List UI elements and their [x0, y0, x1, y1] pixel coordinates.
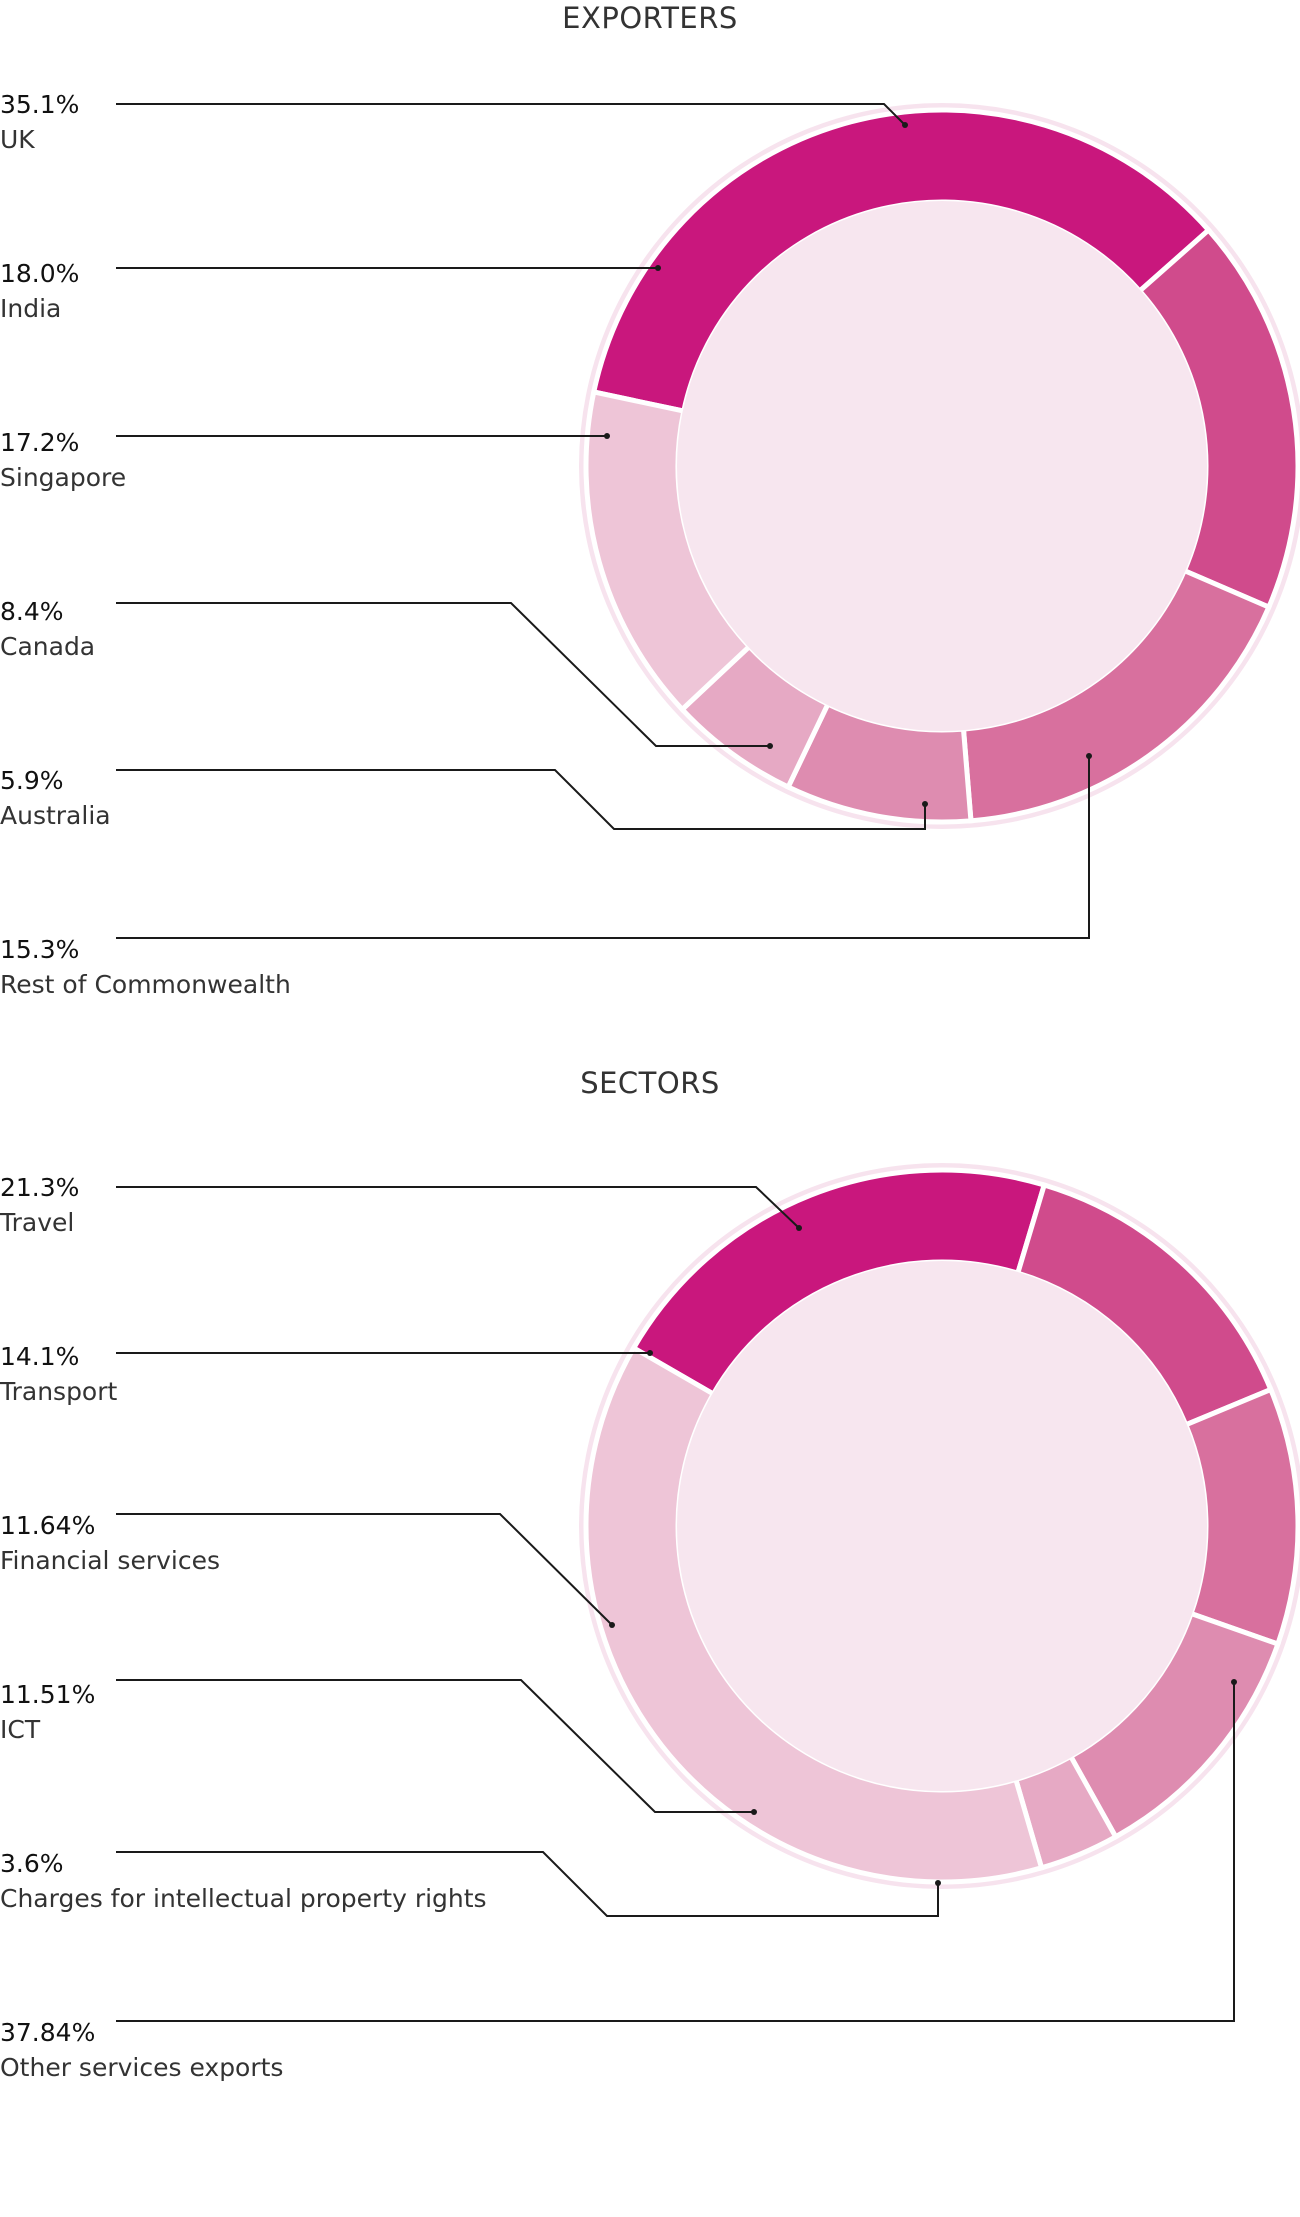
leader-line-australia	[116, 769, 926, 830]
leader-line-financial-services	[116, 1513, 613, 1626]
leader-dot-india	[655, 265, 661, 271]
sectors-chart: SECTORS 21.3% Travel 14.1% Transport 11.…	[0, 1066, 1300, 2082]
legend-value-uk: 35.1%	[0, 90, 79, 119]
leader-dot-singapore	[604, 433, 610, 439]
leader-dot-travel	[796, 1225, 802, 1231]
legend-item-india: 18.0% India	[0, 259, 661, 323]
leader-line-uk	[116, 103, 906, 126]
legend-item-charges-for-intellectual-property-rights: 3.6% Charges for intellectual property r…	[0, 1849, 941, 1917]
exporters-donut-hole	[677, 201, 1207, 731]
legend-item-transport: 14.1% Transport	[0, 1342, 653, 1406]
legend-item-financial-services: 11.64% Financial services	[0, 1511, 615, 1628]
leader-line-travel	[116, 1186, 800, 1229]
exporters-legend: 35.1% UK 18.0% India 17.2% Singapore 8.4…	[0, 90, 1092, 999]
sectors-donut-hole	[677, 1261, 1207, 1791]
legend-item-rest-of-commonwealth: 15.3% Rest of Commonwealth	[0, 753, 1092, 999]
legend-value-singapore: 17.2%	[0, 428, 79, 457]
legend-label-canada: Canada	[0, 632, 95, 661]
legend-item-ict: 11.51% ICT	[0, 1679, 757, 1815]
legend-label-uk: UK	[0, 125, 35, 154]
legend-item-singapore: 17.2% Singapore	[0, 428, 610, 492]
sectors-legend: 21.3% Travel 14.1% Transport 11.64% Fina…	[0, 1173, 1237, 2082]
legend-value-charges-for-intellectual-property-rights: 3.6%	[0, 1849, 64, 1878]
legend-label-india: India	[0, 294, 61, 323]
leader-line-ict	[116, 1679, 754, 1813]
legend-value-transport: 14.1%	[0, 1342, 79, 1371]
legend-value-canada: 8.4%	[0, 597, 64, 626]
legend-value-financial-services: 11.64%	[0, 1511, 95, 1540]
leader-dot-uk	[902, 122, 908, 128]
legend-label-australia: Australia	[0, 801, 111, 830]
legend-value-travel: 21.3%	[0, 1173, 79, 1202]
leader-dot-rest-of-commonwealth	[1086, 753, 1092, 759]
leader-dot-transport	[647, 1350, 653, 1356]
leader-dot-australia	[922, 801, 928, 807]
legend-item-uk: 35.1% UK	[0, 90, 908, 154]
legend-label-travel: Travel	[0, 1208, 74, 1237]
leader-dot-charges-for-intellectual-property-rights	[935, 1880, 941, 1886]
exporters-donut	[583, 107, 1300, 825]
legend-label-charges-for-intellectual-property-rights: Charges for intellectual property rights	[0, 1884, 487, 1913]
leader-line-canada	[116, 602, 770, 747]
leader-dot-other-services-exports	[1231, 1679, 1237, 1685]
exporters-title: EXPORTERS	[562, 1, 738, 35]
legend-label-transport: Transport	[0, 1377, 118, 1406]
legend-item-australia: 5.9% Australia	[0, 766, 928, 830]
legend-item-travel: 21.3% Travel	[0, 1173, 802, 1237]
leader-dot-canada	[767, 743, 773, 749]
legend-label-other-services-exports: Other services exports	[0, 2053, 283, 2082]
legend-item-other-services-exports: 37.84% Other services exports	[0, 1679, 1237, 2082]
legend-value-india: 18.0%	[0, 259, 79, 288]
legend-value-ict: 11.51%	[0, 1680, 95, 1709]
leader-line-rest-of-commonwealth	[116, 756, 1090, 939]
legend-label-financial-services: Financial services	[0, 1546, 220, 1575]
leader-dot-ict	[751, 1809, 757, 1815]
legend-label-rest-of-commonwealth: Rest of Commonwealth	[0, 970, 291, 999]
leader-line-charges-for-intellectual-property-rights	[116, 1851, 939, 1917]
legend-label-singapore: Singapore	[0, 463, 126, 492]
legend-label-ict: ICT	[0, 1715, 41, 1744]
exporters-chart: EXPORTERS 35.1% UK 18.0% India 17.2% Sin…	[0, 1, 1300, 999]
legend-value-rest-of-commonwealth: 15.3%	[0, 935, 79, 964]
legend-item-canada: 8.4% Canada	[0, 597, 773, 749]
legend-value-australia: 5.9%	[0, 766, 64, 795]
legend-value-other-services-exports: 37.84%	[0, 2018, 95, 2047]
sectors-title: SECTORS	[580, 1066, 720, 1100]
leader-line-other-services-exports	[116, 1682, 1235, 2022]
leader-dot-financial-services	[609, 1622, 615, 1628]
